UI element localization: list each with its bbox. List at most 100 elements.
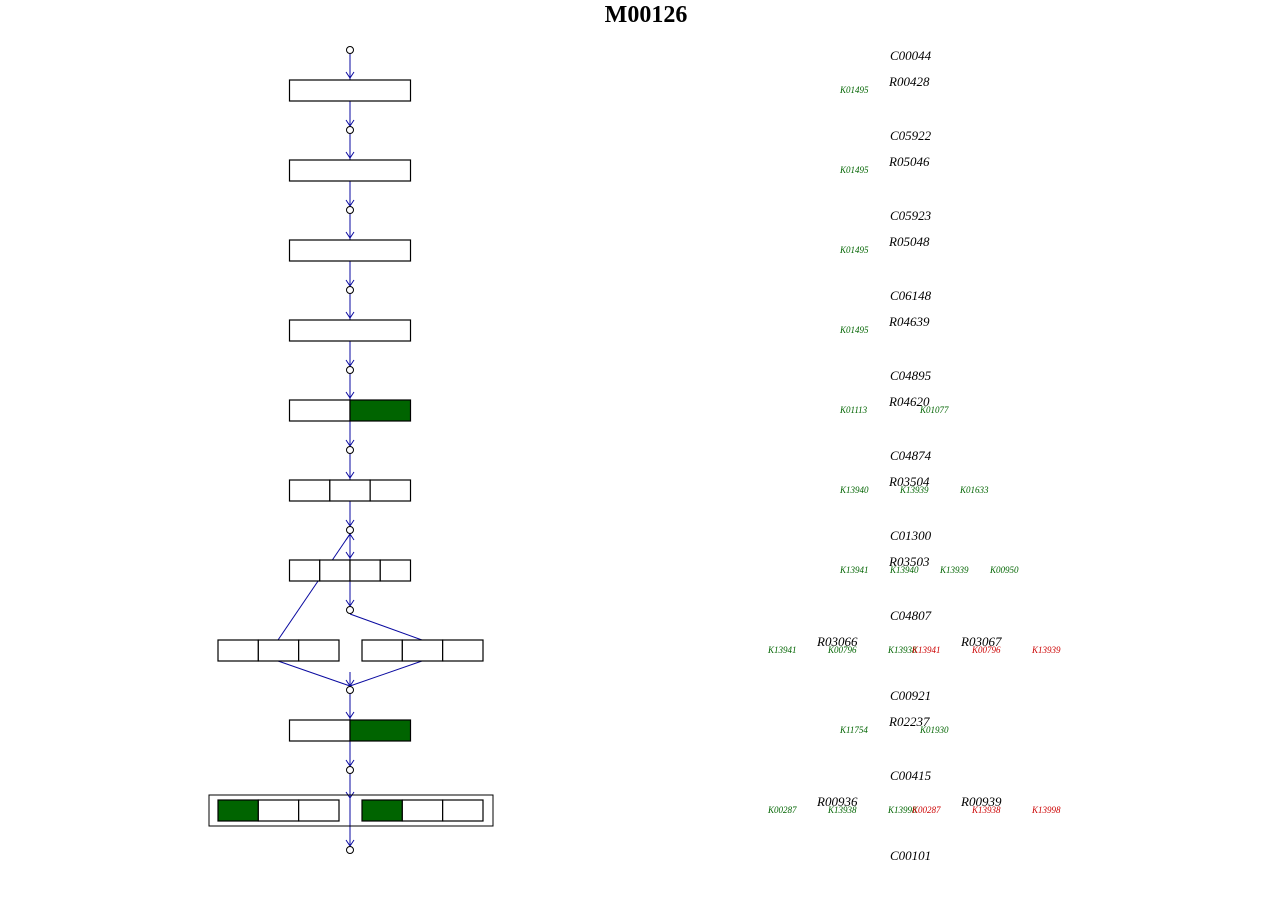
- compound-label: C01300: [890, 528, 932, 543]
- ko-label: K11754: [839, 725, 868, 735]
- reaction-box-segment: [401, 639, 444, 662]
- reaction-box-segment: [257, 639, 300, 662]
- ko-label: K13998: [1031, 805, 1061, 815]
- reaction-label: R04620: [888, 394, 930, 409]
- ko-label: K13939: [899, 485, 929, 495]
- edge-line: [349, 660, 423, 687]
- reaction-label: R00936: [816, 794, 858, 809]
- reaction-box-segment: [288, 399, 351, 422]
- reaction-box-segment: [379, 559, 412, 582]
- arrow-head: [345, 151, 355, 159]
- reaction-box-segment: [288, 319, 412, 342]
- ko-label: K13940: [839, 485, 869, 495]
- reaction-box-segment: [288, 479, 331, 502]
- reaction-box-segment: [288, 79, 412, 102]
- reaction-box-segment: [349, 399, 412, 422]
- compound-label: C00101: [890, 848, 931, 863]
- compound-label: C05923: [890, 208, 932, 223]
- reaction-label: R00428: [888, 74, 930, 89]
- compound-label: C04895: [890, 368, 932, 383]
- ko-label: K00796: [971, 645, 1001, 655]
- ko-label: K00287: [767, 805, 797, 815]
- ko-label: K01495: [839, 85, 869, 95]
- ko-label: K13941: [839, 565, 869, 575]
- ko-label: K01495: [839, 325, 869, 335]
- reaction-box-segment: [298, 799, 340, 822]
- ko-label: K01113: [839, 405, 868, 415]
- ko-label: K13941: [911, 645, 941, 655]
- ko-label: K13938: [887, 645, 917, 655]
- compound-node: [346, 686, 354, 694]
- arrow-head: [345, 791, 355, 799]
- reaction-box-segment: [288, 239, 412, 262]
- edge-line: [277, 660, 351, 687]
- ko-label: K13941: [767, 645, 797, 655]
- ko-label: K01077: [919, 405, 949, 415]
- reaction-box-segment: [288, 159, 412, 182]
- ko-label: K00950: [989, 565, 1019, 575]
- reaction-box-segment: [369, 479, 412, 502]
- compound-label: C05922: [890, 128, 932, 143]
- compound-label: C00921: [890, 688, 931, 703]
- edge-line: [277, 533, 351, 641]
- reaction-box-segment: [349, 719, 412, 742]
- reaction-box-segment: [288, 719, 351, 742]
- compound-node: [346, 206, 354, 214]
- reaction-box-segment: [442, 639, 484, 662]
- ko-label: K13939: [1031, 645, 1061, 655]
- reaction-label: R03067: [960, 634, 1002, 649]
- reaction-box-segment: [257, 799, 300, 822]
- reaction-label: R00939: [960, 794, 1002, 809]
- compound-node: [346, 46, 354, 54]
- ko-label: K01495: [839, 165, 869, 175]
- reaction-box-segment: [329, 479, 371, 502]
- reaction-label: R02237: [888, 714, 930, 729]
- ko-label: K00796: [827, 645, 857, 655]
- module-group-box: [208, 794, 494, 827]
- arrow-head: [345, 231, 355, 239]
- reaction-box-segment: [361, 799, 403, 822]
- reaction-box-segment: [361, 639, 403, 662]
- compound-label: C00044: [890, 48, 932, 63]
- ko-label: K13998: [887, 805, 917, 815]
- compound-node: [346, 606, 354, 614]
- ko-label: K01930: [919, 725, 949, 735]
- reaction-box-segment: [442, 799, 484, 822]
- reaction-box-segment: [288, 559, 321, 582]
- reaction-box-segment: [349, 559, 381, 582]
- edge-line: [349, 613, 423, 641]
- compound-node: [346, 446, 354, 454]
- ko-label: K13938: [971, 805, 1001, 815]
- diagram-title: M00126: [604, 2, 688, 28]
- ko-label: K01633: [959, 485, 989, 495]
- arrow-head: [345, 471, 355, 479]
- compound-label: C06148: [890, 288, 932, 303]
- reaction-box-segment: [319, 559, 351, 582]
- ko-label: K13938: [827, 805, 857, 815]
- arrow-head: [345, 391, 355, 399]
- arrow-head: [345, 71, 355, 79]
- compound-label: C00415: [890, 768, 932, 783]
- arrow-head: [345, 551, 355, 559]
- compound-label: C04807: [890, 608, 932, 623]
- reaction-label: R04639: [888, 314, 930, 329]
- reaction-box-segment: [298, 639, 340, 662]
- ko-label: K13939: [939, 565, 969, 575]
- reaction-label: R05046: [888, 154, 930, 169]
- ko-label: K00287: [911, 805, 941, 815]
- arrow-head: [345, 311, 355, 319]
- reaction-box-segment: [217, 639, 259, 662]
- compound-node: [346, 126, 354, 134]
- compound-node: [346, 526, 354, 534]
- reaction-label: R05048: [888, 234, 930, 249]
- compound-label: C04874: [890, 448, 932, 463]
- arrow-head: [345, 711, 355, 719]
- compound-node: [346, 286, 354, 294]
- compound-node: [346, 846, 354, 854]
- reaction-box-segment: [217, 799, 259, 822]
- compound-node: [346, 366, 354, 374]
- reaction-box-segment: [401, 799, 444, 822]
- reaction-label: R03504: [888, 474, 930, 489]
- reaction-label: R03503: [888, 554, 930, 569]
